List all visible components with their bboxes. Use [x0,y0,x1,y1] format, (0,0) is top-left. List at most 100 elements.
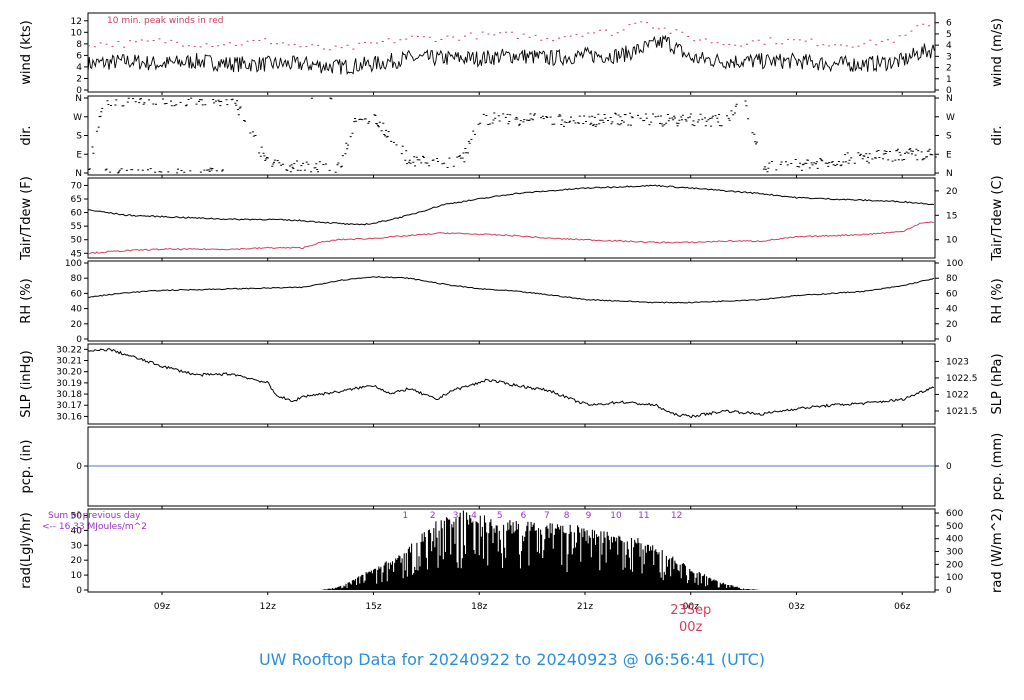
rh-ytick-left-label-2: 40 [71,305,83,315]
dir-ytick-right-label-2: S [946,132,952,142]
temp-ytick-left-label-0: 45 [71,249,82,259]
wind-ytick-right-label-2: 2 [946,64,952,74]
wind-ytick-right-label-3: 3 [946,52,952,62]
temp-ytick-left-label-5: 70 [71,181,83,191]
slp-ylabel-right: SLP (hPa) [990,353,1005,414]
solar-hour-label-2: 2 [430,511,436,521]
rh-ytick-left-label-5: 100 [65,259,82,269]
slp-ytick-right-label-2: 1022.5 [946,374,978,384]
rad-ytick-right-label-0: 0 [946,586,952,596]
slp-ylabel-left: SLP (inHg) [19,350,34,418]
solar-hour-label-6: 6 [520,511,526,521]
temp-ylabel-left: Tair/Tdew (F) [19,176,34,261]
wind-ytick-right-label-0: 0 [946,86,952,96]
solar-hour-label-12: 12 [671,511,682,521]
pcp-ytick-right-label-0: 0 [946,462,952,472]
wind-speed-line [87,34,935,75]
rh-panel: RH (%) RH (%) 0 20 40 60 80 100 0 20 40 60 80 100 [19,259,1005,345]
temp-ytick-left-label-2: 55 [71,222,82,232]
radiation-sum-note-line1: Sum of previous day [48,511,141,521]
dir-ytick-right-label-4: N [946,94,953,104]
dir-ytick-right-label-1: E [946,150,952,160]
xtick-label-09z: 09z [154,602,170,612]
rad-ytick-right-label-5: 500 [946,522,963,532]
wind-ytick-left-label-6: 12 [71,17,82,27]
rad-ylabel-left: rad(Lgly/hr) [19,512,34,588]
rh-ylabel-right: RH (%) [990,278,1005,323]
solar-hour-label-9: 9 [586,511,592,521]
rad-ytick-right-label-6: 600 [946,509,963,519]
xtick-label-12z: 12z [260,602,276,612]
slp-ytick-left-label-3: 30.19 [56,379,82,389]
wind-ytick-left-label-1: 2 [76,74,82,84]
dir-ytick-left-label-4: N [75,94,82,104]
radiation-bars [321,510,761,590]
rad-ytick-right-label-1: 100 [946,573,963,583]
rh-ytick-right-label-1: 20 [946,320,958,330]
dir-frame [87,95,936,176]
wind-frame [87,12,936,93]
slp-frame [87,343,936,425]
wind-ytick-right-label-5: 5 [946,30,952,40]
wind-ytick-right-label-1: 1 [946,75,952,85]
dir-ytick-left-label-1: E [76,150,82,160]
date-label: 23Sep [670,603,711,618]
rh-ytick-right-label-3: 60 [946,289,958,299]
rad-ytick-right-label-2: 200 [946,560,963,570]
radiation-sum-note-line2: <-- 16.33 MJoules/m^2 [42,522,147,532]
wind-ytick-left-label-5: 10 [71,28,83,38]
xtick-label-06z: 06z [894,602,910,612]
rh-ytick-right-label-0: 0 [946,335,952,345]
slp-ytick-left-label-6: 30.22 [56,345,82,355]
temp-frame [87,177,936,259]
xtick-label-03z: 03z [788,602,804,612]
rad-panel: rad(Lgly/hr) rad (W/m^2)01020304050010020… [19,508,1005,596]
pcp-ylabel-right: pcp. (mm) [990,433,1005,500]
rh-ytick-left-label-0: 0 [76,335,82,345]
pcp-panel: pcp. (in) pcp. (mm) 0 0 [19,426,1005,509]
rad-ytick-right-label-3: 300 [946,548,963,558]
rh-ytick-left-label-1: 20 [71,320,83,330]
rad-ytick-left-label-5: 50 [71,511,83,521]
xtick-label-18z: 18z [471,602,487,612]
wind-ytick-left-label-2: 4 [76,63,82,73]
solar-hour-label-5: 5 [497,511,503,521]
rh-ytick-right-label-2: 40 [946,305,958,315]
dir-ytick-left-label-0: N [75,169,82,179]
dir-ylabel-right: dir. [990,125,1005,145]
dir-ytick-left-label-2: S [76,132,82,142]
rad-ytick-left-label-2: 20 [71,556,83,566]
rh-ytick-left-label-3: 60 [71,289,83,299]
rh-ytick-left-label-4: 80 [71,274,83,284]
slp-ytick-left-label-0: 30.16 [56,412,82,422]
rh-ytick-right-label-5: 100 [946,259,963,269]
temp-ytick-left-label-1: 50 [71,236,83,246]
solar-hour-label-4: 4 [471,511,477,521]
pcp-ylabel-left: pcp. (in) [19,440,34,494]
wind-ylabel-left: wind (kts) [19,20,34,84]
rad-frame [87,508,936,593]
temp-ytick-right-label-0: 10 [946,236,958,246]
tdew-line [87,221,935,255]
wind-peak-marks [88,21,936,51]
solar-hour-label-7: 7 [544,511,550,521]
rh-ylabel-left: RH (%) [19,278,34,323]
wind-ytick-right-label-6: 6 [946,19,952,29]
slp-ytick-left-label-2: 30.18 [56,390,82,400]
solar-hour-label-8: 8 [564,511,570,521]
rad-ytick-left-label-3: 30 [71,541,83,551]
rad-ytick-left-label-4: 40 [71,526,83,536]
temp-panel: Tair/Tdew (F) Tair/Tdew (C) 45 50 55 60 65 70 10… [19,175,1005,261]
rh-ytick-right-label-4: 80 [946,274,958,284]
slp-panel: SLP (inHg) SLP (hPa)30.1630.1730.1830.193… [19,343,1005,427]
chart-title: UW Rooftop Data for 20240922 to 20240923… [259,650,765,669]
temp-ytick-left-label-4: 65 [71,195,82,205]
wind-ytick-left-label-3: 6 [76,51,82,61]
slp-ytick-right-label-1: 1022 [946,390,969,400]
rad-ytick-left-label-1: 10 [71,571,83,581]
slp-line [87,347,935,419]
date-hour-label: 00z [679,620,703,635]
